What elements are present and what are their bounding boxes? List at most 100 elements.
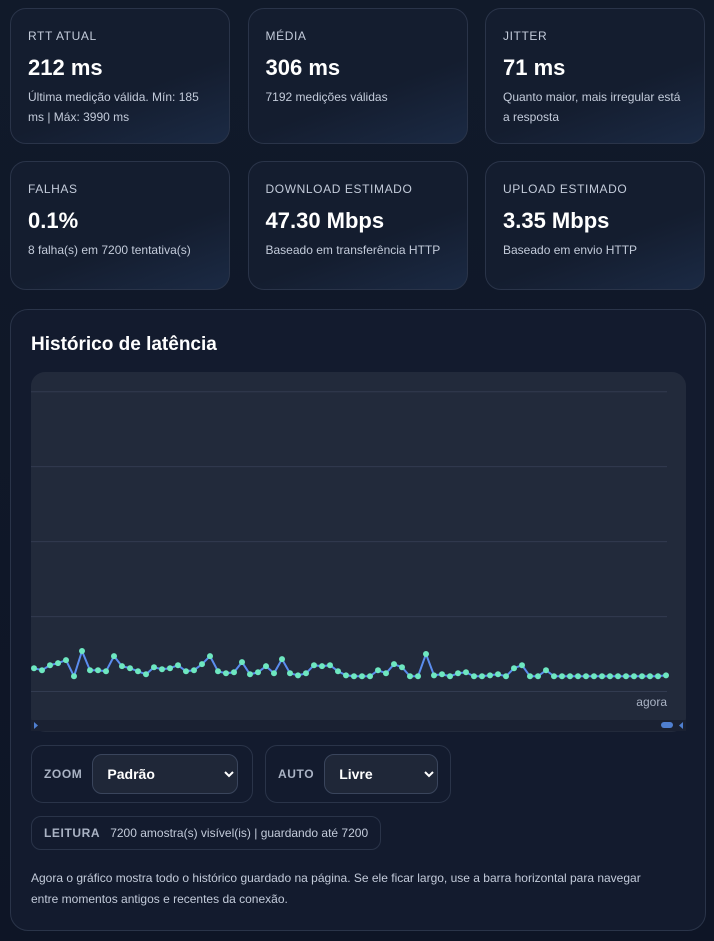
latency-point	[527, 673, 533, 680]
scroll-thumb[interactable]	[661, 722, 673, 728]
chart: agora	[31, 372, 686, 732]
latency-point	[375, 667, 381, 674]
card-value: 71 ms	[503, 55, 566, 80]
latency-point	[383, 670, 389, 677]
latency-point	[87, 667, 93, 674]
latency-point	[431, 672, 437, 679]
latency-point	[559, 673, 565, 680]
latency-point	[103, 668, 109, 675]
card-value: 212 ms	[28, 55, 103, 80]
latency-point	[79, 648, 85, 655]
latency-point	[175, 662, 181, 669]
latency-point	[151, 664, 157, 671]
latency-panel: Histórico de latência agora ZOOM Padrão …	[10, 309, 706, 931]
stat-card: JITTER 71 ms Quanto maior, mais irregular …	[485, 8, 705, 144]
latency-point	[231, 669, 237, 676]
latency-point	[271, 670, 277, 677]
latency-point	[127, 665, 133, 672]
latency-point	[359, 673, 365, 680]
latency-point	[423, 651, 429, 658]
card-note: Baseado em transferência HTTP	[265, 243, 441, 257]
scroll-right[interactable]	[679, 722, 683, 729]
card-note: 8 falha(s) em 7200 tentativa(s)	[28, 243, 191, 257]
chart-title: Histórico de latência	[31, 334, 217, 355]
latency-point	[111, 653, 117, 660]
latency-point	[575, 673, 581, 680]
latency-point	[471, 673, 477, 680]
scrollbar[interactable]	[31, 720, 686, 731]
latency-point	[95, 667, 101, 674]
latency-point	[343, 672, 349, 679]
stat-card: UPLOAD ESTIMADO 3.35 Mbps Baseado em envio…	[485, 161, 705, 290]
reading-text: 7200 amostra(s) visível(is) | guardando …	[110, 826, 369, 840]
card-label: DOWNLOAD ESTIMADO	[265, 182, 413, 196]
latency-point	[207, 653, 213, 660]
latency-point	[647, 673, 653, 680]
latency-point	[263, 663, 269, 670]
latency-point	[551, 673, 557, 680]
latency-point	[247, 671, 253, 678]
latency-point	[655, 673, 661, 680]
stat-card: DOWNLOAD ESTIMADO 47.30 Mbps Baseado em tr…	[247, 161, 468, 290]
latency-point	[63, 657, 69, 664]
zoom-control: ZOOM Padrão	[31, 745, 253, 803]
latency-point	[71, 673, 77, 680]
latency-point	[367, 673, 373, 680]
latency-point	[143, 671, 149, 678]
card-label: JITTER	[503, 29, 548, 43]
latency-point	[135, 668, 141, 675]
stat-card: FALHAS 0.1% 8 falha(s) em 7200 tentativa(s…	[10, 161, 230, 290]
latency-point	[399, 664, 405, 671]
scroll-left[interactable]	[34, 722, 38, 729]
latency-point	[223, 670, 229, 677]
latency-point	[351, 673, 357, 680]
latency-point	[287, 670, 293, 677]
latency-point	[455, 670, 461, 677]
latency-point	[599, 673, 605, 680]
card-value: 47.30 Mbps	[265, 208, 385, 233]
latency-point	[327, 662, 333, 669]
latency-point	[639, 673, 645, 680]
reading: LEITURA 7200 amostra(s) visível(is) | gu…	[31, 816, 382, 850]
latency-point	[623, 673, 629, 680]
latency-point	[335, 668, 341, 675]
latency-point	[407, 673, 413, 680]
card-value: 306 ms	[265, 55, 341, 80]
stat-card: MÉDIA 306 ms 7192 medições válidas	[247, 8, 468, 144]
latency-point	[463, 669, 469, 676]
latency-point	[495, 671, 501, 678]
card-note: Última medição válida. Mín: 185 ms | Máx…	[28, 90, 199, 124]
latency-point	[583, 673, 589, 680]
card-value: 0.1%	[28, 208, 79, 233]
latency-point	[239, 659, 245, 666]
card-value: 3.35 Mbps	[503, 208, 610, 233]
card-note: Quanto maior, mais irregular está a resp…	[503, 90, 681, 124]
latency-point	[31, 665, 37, 672]
latency-point	[439, 671, 445, 678]
chart-bg	[31, 372, 686, 732]
latency-point	[295, 672, 301, 679]
card-label: FALHAS	[28, 182, 78, 196]
latency-point	[319, 663, 325, 670]
card-label: UPLOAD ESTIMADO	[503, 182, 628, 196]
latency-point	[255, 669, 261, 676]
latency-point	[663, 672, 669, 679]
latency-point	[47, 662, 53, 669]
latency-point	[447, 673, 453, 680]
card-label: RTT ATUAL	[28, 29, 97, 43]
auto-select[interactable]: Livre	[324, 754, 438, 794]
latency-point	[119, 663, 125, 670]
latency-point	[519, 662, 525, 669]
latency-point	[159, 666, 165, 673]
reading-label: LEITURA	[44, 826, 101, 840]
latency-point	[535, 673, 541, 680]
auto-control: AUTO Livre	[265, 745, 451, 803]
latency-point	[487, 672, 493, 679]
footnote: Agora o gráfico mostra todo o histórico …	[31, 871, 641, 906]
latency-point	[39, 667, 45, 674]
latency-point	[479, 673, 485, 680]
card-note: 7192 medições válidas	[265, 90, 388, 104]
latency-point	[503, 673, 509, 680]
zoom-select[interactable]: Padrão	[92, 754, 239, 794]
